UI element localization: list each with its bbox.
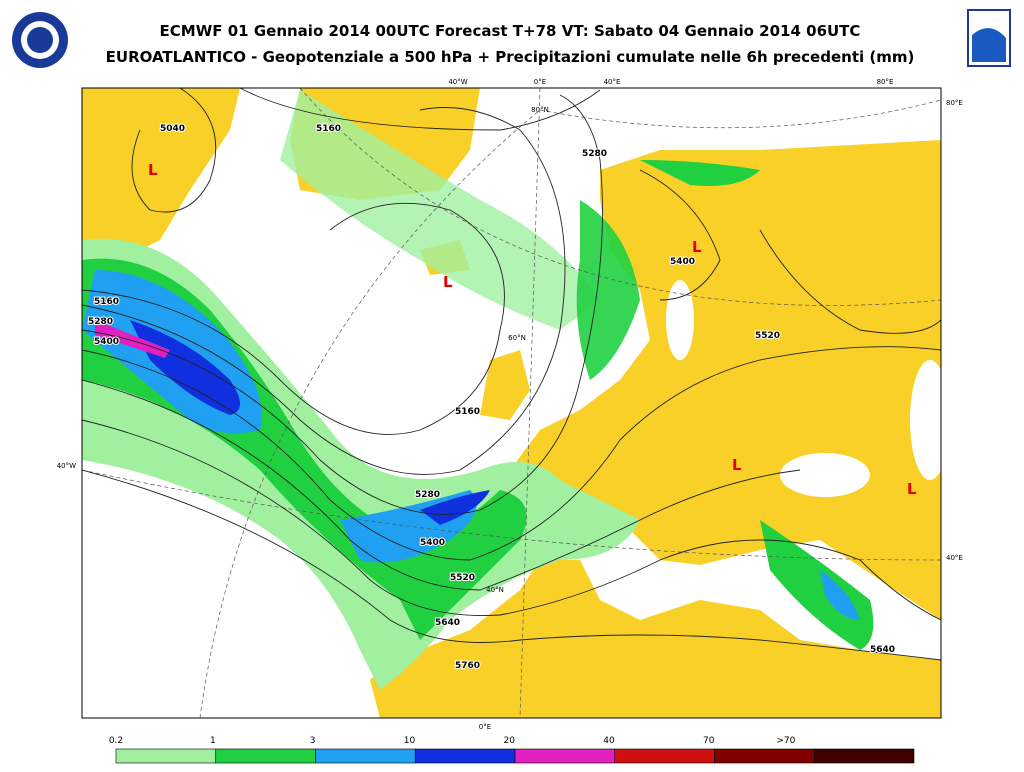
contour-label: 5400 xyxy=(670,257,695,267)
contour-label: 5280 xyxy=(582,149,607,159)
low-marker: L xyxy=(148,161,158,179)
logo-right xyxy=(967,9,1011,67)
legend-swatch xyxy=(115,748,217,764)
contour-label: 5280 xyxy=(88,317,113,327)
legend-label: 20 xyxy=(504,736,516,746)
legend-label: 1 xyxy=(210,736,216,746)
contour-label: 5160 xyxy=(94,297,119,307)
contour-label: 5160 xyxy=(316,124,341,134)
contour-label: 5400 xyxy=(420,538,445,548)
contour-label: 5640 xyxy=(870,645,895,655)
legend-label: 3 xyxy=(310,736,316,746)
graticule-label: 60°N xyxy=(508,334,526,342)
graticule-label: 80°E xyxy=(946,99,963,107)
title: ECMWF 01 Gennaio 2014 00UTC Forecast T+7… xyxy=(160,22,861,40)
low-marker: L xyxy=(907,480,917,498)
legend: 0.2 1 3 10 20 40 70 >70 xyxy=(109,736,915,764)
contour-label: 5520 xyxy=(450,573,475,583)
graticule-label: 40°W xyxy=(448,78,467,86)
low-marker: L xyxy=(692,238,702,256)
contour-label: 5640 xyxy=(435,618,460,628)
legend-swatch xyxy=(614,748,715,764)
graticule-label: 40°W xyxy=(57,462,76,470)
contour-label: 5400 xyxy=(94,337,119,347)
legend-swatch xyxy=(315,748,416,764)
legend-label: 70 xyxy=(703,736,715,746)
logo-left xyxy=(12,12,68,68)
legend-label: >70 xyxy=(776,736,795,746)
graticule-label: 80°N xyxy=(531,106,549,114)
graticule-label: 40°N xyxy=(486,586,504,594)
legend-label: 40 xyxy=(603,736,615,746)
map: 40°W 0°E 40°E 80°E 80°E 80°N 60°N 40°W 4… xyxy=(57,78,963,731)
graticule-label: 80°E xyxy=(877,78,894,86)
low-marker: L xyxy=(443,273,453,291)
legend-swatch xyxy=(514,748,616,764)
low-marker: L xyxy=(732,456,742,474)
contour-label: 5040 xyxy=(160,124,185,134)
graticule-label: 0°E xyxy=(534,78,546,86)
legend-label: 10 xyxy=(404,736,416,746)
legend-swatch xyxy=(215,748,316,764)
subtitle: EUROATLANTICO - Geopotenziale a 500 hPa … xyxy=(106,48,915,66)
legend-swatch xyxy=(813,748,915,764)
contour-label: 5160 xyxy=(455,407,480,417)
legend-swatch xyxy=(414,748,516,764)
legend-label: 0.2 xyxy=(109,736,123,746)
graticule-label: 40°E xyxy=(604,78,621,86)
graticule-label: 0°E xyxy=(479,723,491,731)
contour-label: 5280 xyxy=(415,490,440,500)
contour-label: 5520 xyxy=(755,331,780,341)
contour-label: 5760 xyxy=(455,661,480,671)
graticule-label: 40°E xyxy=(946,554,963,562)
legend-swatch xyxy=(714,748,815,764)
